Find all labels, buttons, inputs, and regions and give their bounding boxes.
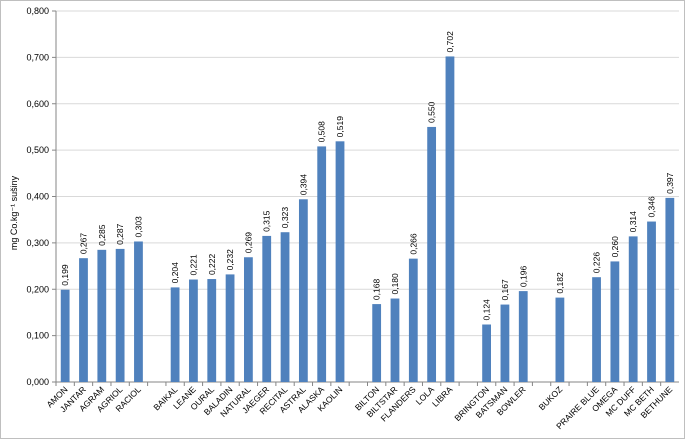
bar (482, 324, 492, 382)
y-tick-label: 0,500 (26, 145, 49, 155)
y-tick-label: 0,300 (26, 238, 49, 248)
bar (628, 236, 638, 382)
data-label: 0,180 (390, 273, 400, 295)
bar (225, 274, 235, 382)
bar (372, 304, 382, 382)
data-label: 0,232 (225, 249, 235, 271)
category-label: BUKOZ (537, 384, 565, 412)
bar (298, 199, 308, 382)
bar (500, 304, 510, 382)
data-label: 0,199 (60, 264, 70, 286)
data-label: 0,550 (427, 101, 437, 123)
bar (207, 279, 217, 382)
data-label: 0,397 (665, 172, 675, 194)
data-label: 0,196 (518, 266, 528, 288)
y-tick-label: 0,400 (26, 192, 49, 202)
data-label: 0,167 (500, 279, 510, 301)
data-label: 0,260 (610, 236, 620, 258)
bar (390, 298, 400, 382)
data-label: 0,287 (115, 223, 125, 245)
data-label: 0,269 (243, 232, 253, 254)
axes: 0,000 0,100 0,200 0,300 0,400 0,500 0,600 0,700… (26, 6, 679, 387)
data-label: 0,285 (97, 224, 107, 246)
data-label: 0,346 (647, 196, 657, 218)
data-label: 0,323 (280, 207, 290, 229)
bar (427, 126, 437, 382)
bar (408, 258, 418, 382)
category-label: LIBRA (430, 384, 455, 409)
bar (445, 56, 455, 382)
bar (134, 241, 143, 382)
data-label: 0,315 (262, 210, 272, 232)
bar (189, 279, 198, 382)
y-tick-label: 0,800 (26, 6, 49, 16)
bar (647, 221, 656, 382)
bar (79, 258, 88, 382)
data-label: 0,303 (133, 216, 143, 238)
data-label: 0,394 (298, 174, 308, 196)
y-tick-label: 0,200 (26, 284, 49, 294)
data-label: 0,266 (408, 233, 418, 255)
bar (60, 289, 70, 382)
data-label: 0,226 (592, 252, 602, 274)
y-tick-label: 0,700 (26, 52, 49, 62)
bars (60, 56, 675, 382)
bar (665, 197, 675, 382)
bar (262, 235, 272, 382)
bar (115, 248, 125, 382)
data-label: 0,168 (372, 279, 382, 301)
data-label: 0,204 (170, 262, 180, 284)
y-axis-title: mg Co.kg⁻¹ sušiny (9, 175, 19, 250)
bar (170, 287, 180, 382)
bar (335, 141, 345, 382)
data-label: 0,124 (482, 299, 492, 321)
bar (610, 261, 620, 382)
data-label: 0,508 (317, 121, 327, 143)
data-label: 0,182 (555, 272, 565, 294)
y-tick-label: 0,600 (26, 99, 49, 109)
bar (280, 232, 290, 382)
bar (243, 257, 253, 382)
bar (592, 277, 601, 382)
bar (518, 291, 528, 382)
data-label: 0,519 (335, 116, 345, 138)
bar (97, 249, 107, 382)
data-label: 0,222 (207, 254, 217, 276)
bar (555, 297, 565, 382)
data-label: 0,267 (78, 233, 88, 255)
data-label: 0,702 (445, 31, 455, 53)
y-tick-label: 0,000 (26, 377, 49, 387)
gridlines (56, 10, 679, 337)
y-tick-label: 0,100 (26, 331, 49, 341)
bar (317, 146, 327, 382)
data-label: 0,314 (628, 211, 638, 233)
data-label: 0,221 (188, 254, 198, 276)
